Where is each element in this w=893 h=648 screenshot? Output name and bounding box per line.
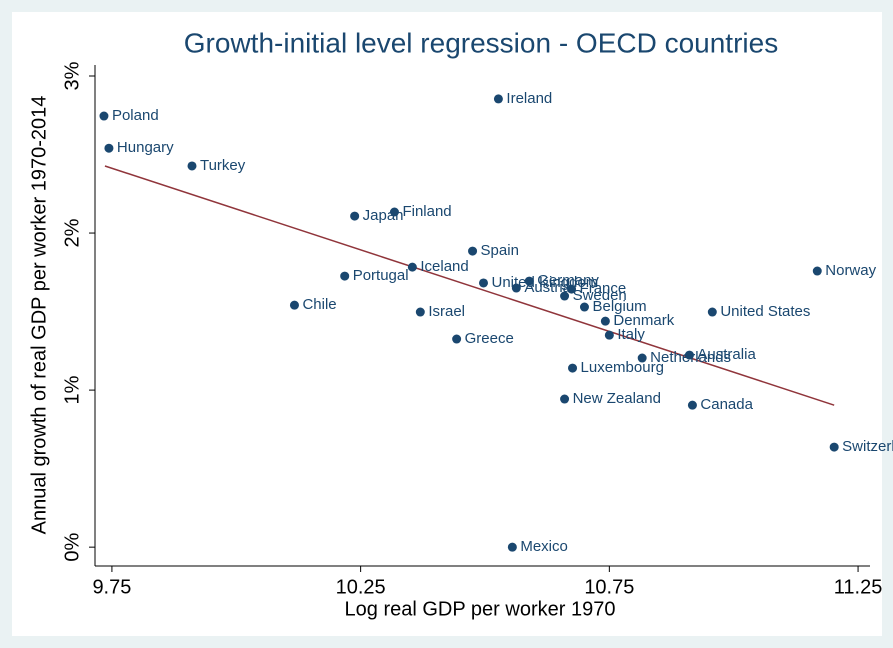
point-label: Mexico bbox=[520, 538, 568, 555]
point bbox=[493, 94, 503, 104]
point bbox=[340, 271, 350, 281]
point-label: Canada bbox=[700, 396, 753, 413]
point-label: Turkey bbox=[200, 157, 246, 174]
point-label: Australia bbox=[697, 346, 756, 363]
point bbox=[637, 353, 647, 363]
point bbox=[507, 542, 517, 552]
point bbox=[684, 350, 694, 360]
point-label: Austria bbox=[524, 279, 571, 296]
point bbox=[812, 266, 822, 276]
point-label: Sweden bbox=[573, 287, 627, 304]
point-label: Finland bbox=[402, 203, 451, 220]
point bbox=[350, 211, 360, 221]
point bbox=[687, 400, 697, 410]
point bbox=[389, 207, 399, 217]
point bbox=[579, 302, 589, 312]
y-tick-label: 0% bbox=[61, 532, 83, 561]
point bbox=[468, 246, 478, 256]
point bbox=[452, 334, 462, 344]
point-label: Greece bbox=[465, 330, 514, 347]
point-label: Israel bbox=[428, 303, 465, 320]
point bbox=[600, 316, 610, 326]
point bbox=[511, 283, 521, 293]
point bbox=[187, 161, 197, 171]
point-label: Luxembourg bbox=[581, 359, 664, 376]
graph-region bbox=[12, 12, 882, 636]
point bbox=[99, 111, 109, 121]
point-label: Hungary bbox=[117, 139, 174, 156]
point-label: Belgium bbox=[592, 298, 646, 315]
point bbox=[604, 330, 614, 340]
point-label: Poland bbox=[112, 107, 159, 124]
x-tick-label: 10.25 bbox=[336, 576, 386, 598]
point bbox=[415, 307, 425, 317]
point-label: Iceland bbox=[420, 258, 468, 275]
x-axis-title: Log real GDP per worker 1970 bbox=[345, 598, 616, 620]
point bbox=[568, 363, 578, 373]
point-label: Ireland bbox=[506, 90, 552, 107]
y-axis-title: Annual growth of real GDP per worker 197… bbox=[28, 96, 50, 535]
point bbox=[478, 278, 488, 288]
y-tick-label: 1% bbox=[61, 375, 83, 404]
point-label: Switzerland bbox=[842, 438, 893, 455]
point-label: Germany bbox=[537, 272, 599, 289]
x-tick-label: 9.75 bbox=[92, 576, 131, 598]
y-tick-label: 2% bbox=[61, 218, 83, 247]
point-label: Denmark bbox=[613, 312, 674, 329]
point bbox=[407, 262, 417, 272]
point-label: United States bbox=[720, 303, 810, 320]
chart-title: Growth-initial level regression - OECD c… bbox=[184, 27, 778, 58]
point bbox=[829, 442, 839, 452]
point-label: France bbox=[580, 280, 627, 297]
point bbox=[560, 394, 570, 404]
point-label: New Zealand bbox=[573, 390, 661, 407]
point-label: Portugal bbox=[353, 267, 409, 284]
point bbox=[560, 291, 570, 301]
point-label: Chile bbox=[302, 296, 336, 313]
x-tick-label: 11.25 bbox=[834, 576, 883, 598]
point bbox=[567, 284, 577, 294]
point bbox=[524, 276, 534, 286]
point bbox=[104, 143, 114, 153]
y-tick-label: 3% bbox=[61, 61, 83, 90]
point bbox=[707, 307, 717, 317]
point-label: Italy bbox=[617, 326, 645, 343]
x-tick-label: 10.75 bbox=[584, 576, 634, 598]
point-label: Norway bbox=[825, 262, 876, 279]
point bbox=[289, 300, 299, 310]
point-label: Spain bbox=[481, 242, 519, 259]
fit-line bbox=[104, 165, 835, 406]
